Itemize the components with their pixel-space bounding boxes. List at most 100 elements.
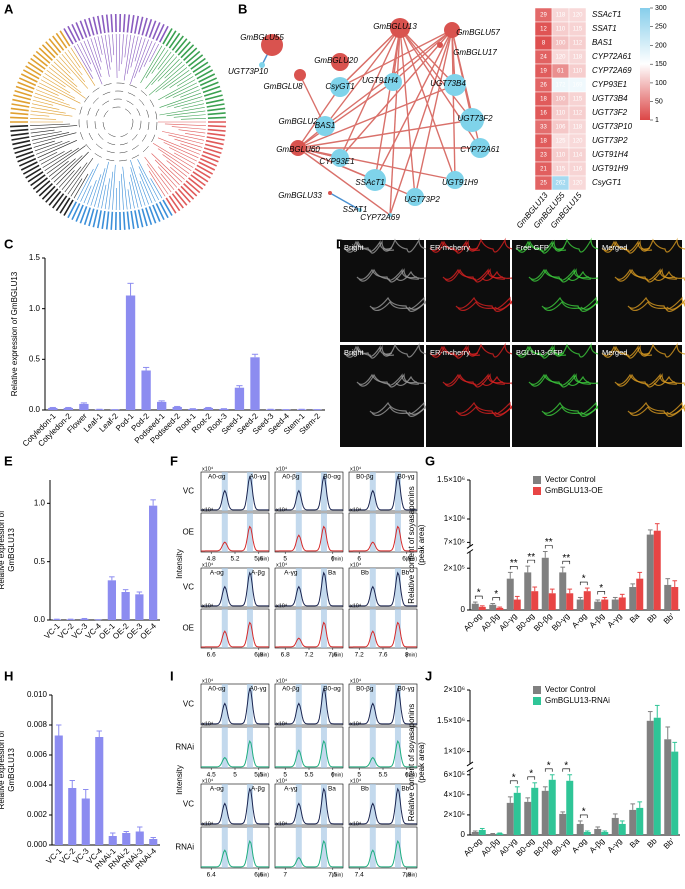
network-edge [324,27,401,127]
chromatogram-trace [349,787,417,825]
tree-leaf-label [10,112,29,116]
tree-leaf-label [41,44,56,59]
tree-leaf-label [155,203,165,221]
x-tick-label: 7.6 [378,652,387,659]
bar [54,735,63,845]
y-tick-label: 7×10⁵ [444,538,465,547]
intensity-scale: x10⁴ [202,720,214,727]
cell-wall [530,373,592,388]
cell-value: 172 [555,83,566,89]
tree-leaf-label [22,164,40,175]
legend-label: GmBGLU13-OE [545,486,603,495]
cell-value: 33 [540,125,547,131]
peak-label: A-αg [210,570,224,577]
tree-leaf-label [122,211,126,230]
peak-band [246,684,253,725]
chromatogram-trace [275,475,343,511]
tree-leaf-label [30,57,46,70]
bar [524,801,532,835]
tree-leaf-label [25,167,42,179]
bar [513,792,521,835]
network-node [444,74,466,96]
network-edge [389,27,401,216]
bar [122,833,131,845]
y-tick-label: 0.002 [27,810,48,819]
x-tick-label: B0-βg [532,837,554,859]
tree-leaf-label [41,185,56,200]
intensity-scale: x10⁴ [276,465,288,472]
tree-branch [146,163,169,195]
peak-band [221,827,228,868]
row-label: UGT73P2 [592,136,628,145]
tree-branch [34,92,70,106]
tree-leaf-label [148,206,157,224]
bar [203,407,213,410]
tree-leaf-label [165,197,177,214]
tree-branch [176,76,194,87]
node-label: CYP72A61 [460,145,500,154]
x-tick-label: 7.2 [304,652,313,659]
node-label: UGT91H4 [362,76,399,85]
bar [471,603,479,610]
peak-band [394,472,401,511]
x-tick-label: 5.5 [378,772,387,779]
cell-wall [468,237,518,253]
x-tick-label: 5 [357,772,361,779]
tree-branch [138,166,156,202]
tree-branch [73,173,89,199]
peak-band [394,609,401,648]
bar [566,780,574,835]
intensity-scale: x10⁴ [350,561,362,568]
network-node [261,34,283,56]
y-tick-label: 0.010 [27,690,48,699]
tree-branch [144,156,172,193]
tree-leaf-label [198,73,216,83]
tree-leaf-label [190,174,206,187]
tree-leaf-label [10,128,29,132]
node-label: GmBGLU55 [240,33,284,42]
cell-wall [358,268,420,283]
tree-branch [115,34,118,79]
tree-branch [51,64,78,87]
tree-branch [80,163,99,202]
x-tick-label: 5 [283,556,287,563]
micrograph-label: Bright [344,348,365,357]
tree-branch [164,61,183,79]
x-tick-label: 6 [331,772,335,779]
y-axis-label: Relative content of soyasaponins [407,704,416,821]
significance: * [512,772,516,783]
time-unit: (min) [332,556,344,562]
intensity-scale: x10⁴ [350,602,362,609]
tree-branch [31,103,60,110]
cell-value: 120 [572,139,583,145]
tree-leaf-label [126,211,131,230]
tree-leaf-label [145,19,153,37]
chromatogram-trace [275,621,343,648]
tree-branch [80,42,92,65]
intensity-scale: x10⁴ [350,720,362,727]
tree-branch [145,54,175,90]
subplot-frame [274,471,344,512]
peak-band [295,513,302,552]
x-tick-label: Bb' [662,836,677,851]
legend-swatch [533,476,541,484]
cell-value: 118 [556,13,566,19]
micrograph [598,240,682,342]
tree-branch [44,73,66,88]
tree-leaf-label [165,30,177,47]
tree-branch [158,79,196,101]
tree-branch [180,143,202,152]
bar [506,802,514,835]
cell-wall [356,268,418,281]
tree-leaf-label [162,28,173,45]
tree-leaf-label [96,210,102,229]
tree-leaf-label [27,171,44,183]
y-tick-label: 2×10⁵ [444,563,465,572]
y-axis-label: GmBGLU13 [7,748,16,792]
x-tick-label: 4.8 [207,556,216,563]
tree-leaf-label [83,207,91,225]
tree-leaf-label [88,17,95,36]
row-label: CYP72A69 [592,66,632,75]
tree-branch [173,114,206,118]
tree-leaf-label [168,195,181,212]
